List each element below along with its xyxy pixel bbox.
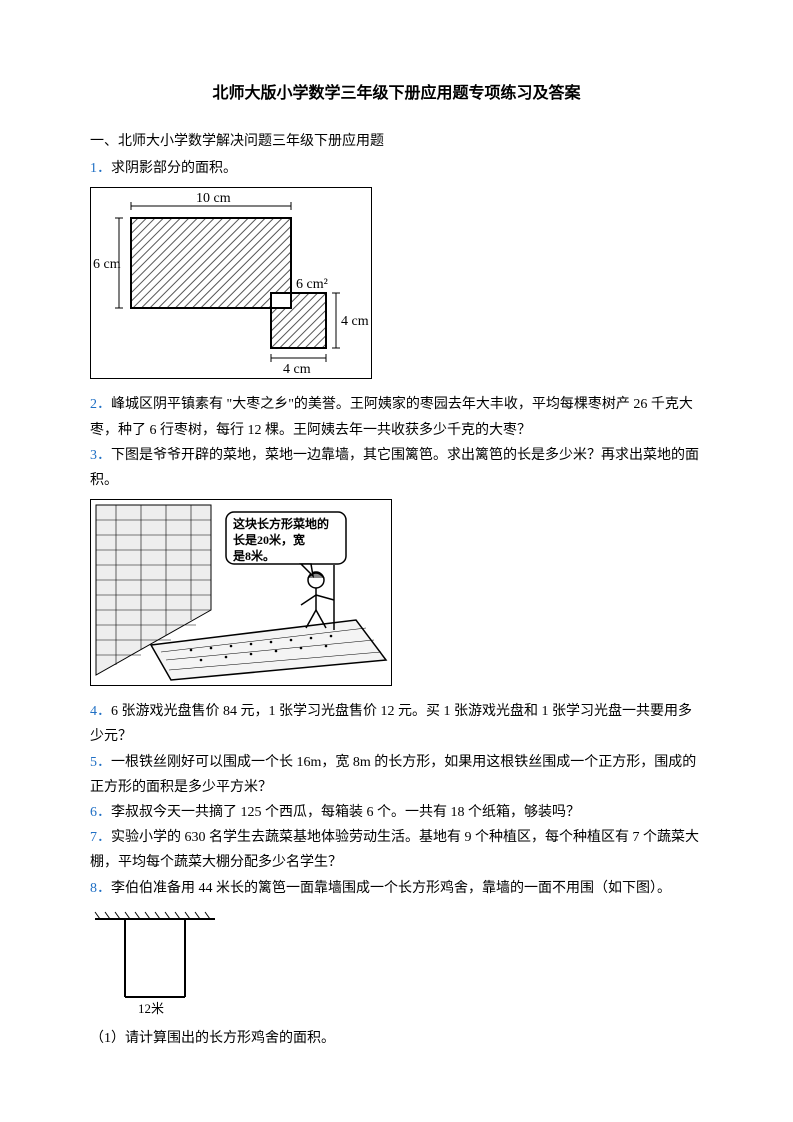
question-5: 5．一根铁丝刚好可以围成一个长 16m，宽 8m 的长方形，如果用这根铁丝围成一… (90, 750, 703, 800)
q3-number: 3． (90, 448, 111, 463)
q7-text: 实验小学的 630 名学生去蔬菜基地体验劳动生活。基地有 9 个种植区，每个种植… (90, 830, 699, 870)
figure-1-svg: 10 cm 6 cm 6 cm² 4 cm 4 cm (91, 188, 371, 378)
question-3: 3．下图是爷爷开辟的菜地，菜地一边靠墙，其它围篱笆。求出篱笆的长是多少米？再求出… (90, 443, 703, 493)
fig3-bubble-l2: 长是20米，宽 (233, 532, 305, 547)
page-title: 北师大版小学数学三年级下册应用题专项练习及答案 (90, 80, 703, 109)
figure-8: 12米 (90, 907, 703, 1022)
q6-text: 李叔叔今天一共摘了 125 个西瓜，每箱装 6 个。一共有 18 个纸箱，够装吗… (111, 805, 580, 820)
q8-text: 李伯伯准备用 44 米长的篱笆一面靠墙围成一个长方形鸡舍，靠墙的一面不用围（如下… (111, 881, 671, 896)
q5-number: 5． (90, 755, 111, 770)
q7-number: 7． (90, 830, 111, 845)
fig1-right-dim: 4 cm (341, 314, 369, 329)
fig1-bottom-dim: 4 cm (283, 362, 311, 377)
q1-number: 1． (90, 161, 111, 176)
fig3-bubble-l1: 这块长方形菜地的 (233, 516, 329, 531)
figure-3: 这块长方形菜地的 长是20米，宽 是8米。 (90, 499, 703, 695)
q8-1-text: （1）请计算围出的长方形鸡舍的面积。 (90, 1031, 335, 1046)
figure-1: 10 cm 6 cm 6 cm² 4 cm 4 cm (90, 187, 703, 388)
question-7: 7．实验小学的 630 名学生去蔬菜基地体验劳动生活。基地有 9 个种植区，每个… (90, 825, 703, 875)
page: 北师大版小学数学三年级下册应用题专项练习及答案 一、北师大小学数学解决问题三年级… (0, 0, 793, 1122)
question-8-1: （1）请计算围出的长方形鸡舍的面积。 (90, 1026, 703, 1051)
figure-8-svg: 12米 (90, 907, 220, 1022)
fig8-bottom-label: 12米 (138, 1001, 164, 1016)
question-6: 6．李叔叔今天一共摘了 125 个西瓜，每箱装 6 个。一共有 18 个纸箱，够… (90, 800, 703, 825)
fig1-left-dim: 6 cm (93, 257, 121, 272)
q4-number: 4． (90, 704, 111, 719)
figure-1-border: 10 cm 6 cm 6 cm² 4 cm 4 cm (90, 187, 372, 379)
question-1: 1．求阴影部分的面积。 (90, 156, 703, 181)
q3-text: 下图是爷爷开辟的菜地，菜地一边靠墙，其它围篱笆。求出篱笆的长是多少米？再求出菜地… (90, 448, 699, 488)
fig3-bubble-l3: 是8米。 (232, 548, 275, 563)
q4-text: 6 张游戏光盘售价 84 元，1 张学习光盘售价 12 元。买 1 张游戏光盘和… (90, 704, 692, 744)
question-8: 8．李伯伯准备用 44 米长的篱笆一面靠墙围成一个长方形鸡舍，靠墙的一面不用围（… (90, 876, 703, 901)
q8-number: 8． (90, 881, 111, 896)
q2-text: 峰城区阴平镇素有 "大枣之乡"的美誉。王阿姨家的枣园去年大丰收，平均每棵枣树产 … (90, 397, 693, 437)
section-heading: 一、北师大小学数学解决问题三年级下册应用题 (90, 129, 703, 154)
question-4: 4．6 张游戏光盘售价 84 元，1 张学习光盘售价 12 元。买 1 张游戏光… (90, 699, 703, 749)
figure-3-border: 这块长方形菜地的 长是20米，宽 是8米。 (90, 499, 392, 686)
figure-3-svg: 这块长方形菜地的 长是20米，宽 是8米。 (91, 500, 391, 685)
q2-number: 2． (90, 397, 111, 412)
question-2: 2．峰城区阴平镇素有 "大枣之乡"的美誉。王阿姨家的枣园去年大丰收，平均每棵枣树… (90, 392, 703, 442)
fig1-sq-label: 6 cm² (296, 277, 328, 292)
fig1-top-dim: 10 cm (196, 191, 231, 206)
q6-number: 6． (90, 805, 111, 820)
q5-text: 一根铁丝刚好可以围成一个长 16m，宽 8m 的长方形，如果用这根铁丝围成一个正… (90, 755, 696, 795)
q1-text: 求阴影部分的面积。 (111, 161, 237, 176)
